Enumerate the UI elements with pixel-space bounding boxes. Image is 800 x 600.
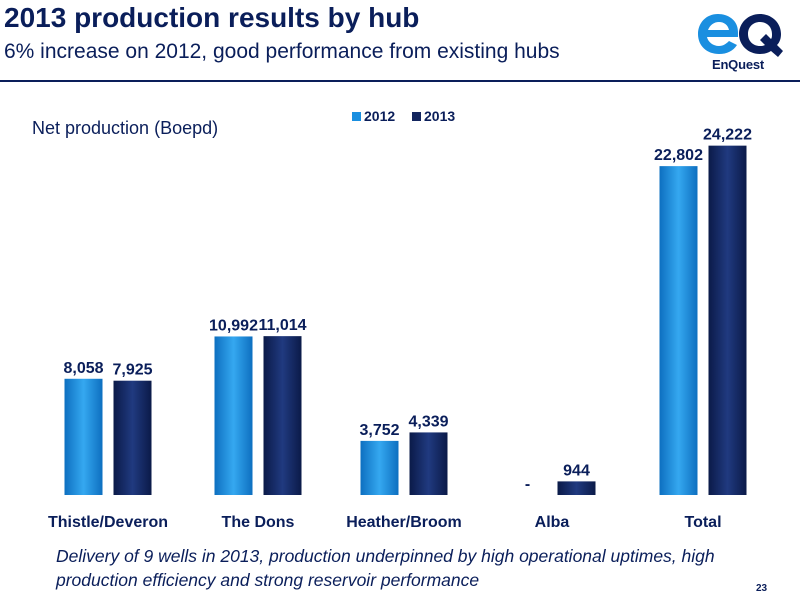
data-label-2012-total: 22,802 <box>654 147 703 164</box>
category-label-heather-broom: Heather/Broom <box>346 514 462 531</box>
legend-swatch-2012 <box>352 111 361 121</box>
category-label-the-dons: The Dons <box>222 514 295 531</box>
data-label-2012-alba: - <box>525 476 530 493</box>
data-label-2013-total: 24,222 <box>703 127 752 144</box>
slide-header: 2013 production results by hub 6% increa… <box>0 0 800 82</box>
category-label-thistle-deveron: Thistle/Deveron <box>48 514 168 531</box>
eq-logo-mark-icon <box>698 14 783 57</box>
slide-subtitle: 6% increase on 2012, good performance fr… <box>4 40 560 63</box>
logo-wordmark: EnQuest <box>711 57 765 72</box>
category-label-alba: Alba <box>535 514 570 531</box>
data-label-2013-the-dons: 11,014 <box>258 317 306 334</box>
bar-2012-the-dons <box>214 336 253 495</box>
data-label-2012-heather-broom: 3,752 <box>359 422 399 439</box>
legend-swatch-2013 <box>412 111 421 121</box>
data-label-2013-heather-broom: 4,339 <box>408 413 448 430</box>
bar-2013-total <box>708 145 747 495</box>
data-label-2012-thistle-deveron: 8,058 <box>63 360 103 377</box>
slide-footnote: Delivery of 9 wells in 2013, production … <box>56 546 715 590</box>
bar-2012-heather-broom <box>360 440 399 495</box>
bar-2013-thistle-deveron <box>113 380 152 495</box>
bar-2013-alba <box>557 481 596 495</box>
chart-y-label: Net production (Boepd) <box>32 118 219 138</box>
enquest-logo: EnQuest <box>688 12 788 76</box>
bar-2013-heather-broom <box>409 432 448 495</box>
legend-item-2012: 2012 <box>352 108 395 124</box>
legend-item-2013: 2013 <box>412 108 455 124</box>
bar-2013-the-dons <box>263 336 302 495</box>
bar-2012-total <box>659 166 698 495</box>
data-label-2013-thistle-deveron: 7,925 <box>112 362 152 379</box>
page-number: 23 <box>756 583 768 594</box>
legend-label-2013: 2013 <box>424 108 456 124</box>
data-label-2012-the-dons: 10,992 <box>209 317 258 334</box>
category-label-total: Total <box>684 514 721 531</box>
data-label-2013-alba: 944 <box>563 462 590 479</box>
slide-title: 2013 production results by hub <box>4 2 420 33</box>
bar-2012-thistle-deveron <box>64 378 103 495</box>
legend-label-2012: 2012 <box>364 108 396 124</box>
header-divider <box>0 80 800 82</box>
